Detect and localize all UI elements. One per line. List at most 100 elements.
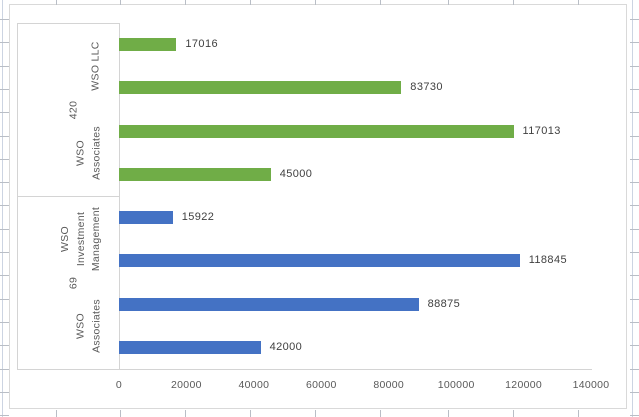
data-label: 42000 [269,340,303,353]
worksheet-column-gridline [380,0,381,5]
x-axis-tick-label: 80000 [373,379,405,391]
worksheet-column-gridline [2,0,3,417]
worksheet-row-gridline [0,135,9,137]
worksheet-row-gridline [0,19,9,20]
category-axis-label-line: Investment [74,212,87,267]
worksheet-row-gridline [630,158,639,160]
x-axis-tick-label: 40000 [238,379,270,391]
category-axis-label: WSO LLC [89,42,105,91]
worksheet-column-gridline [120,0,121,5]
worksheet-row-gridline [630,19,639,20]
worksheet-row-gridline [0,321,9,323]
group-axis-label: 420 [67,100,80,119]
plot-area: 17016 83730 117013 45000 15922 118845 88875 420… [10,5,626,408]
worksheet-row-gridline [630,65,639,67]
category-axis-label-line: WSO [74,139,86,166]
data-label: 83730 [410,81,443,94]
worksheet-column-gridline [250,0,251,5]
worksheet-column-gridline [578,410,579,417]
category-axis-label: WSO Associates [73,299,104,353]
worksheet-row-gridline [630,345,639,347]
category-axis-label-line: WSO LLC [89,41,102,91]
x-axis-tick-label: 140000 [572,379,610,391]
worksheet-row-gridline [0,158,9,160]
category-axis-line [119,23,120,370]
group-divider-line [17,196,119,197]
worksheet-row-gridline [630,391,639,393]
x-axis-tick-label: 120000 [505,379,543,391]
worksheet-row-gridline [0,42,9,44]
worksheet-row-gridline [0,252,9,253]
bar[interactable] [119,254,520,268]
category-axis-label-line: Associates [89,298,102,353]
x-axis-tick-label: 20000 [171,379,202,391]
worksheet-row-gridline [0,415,9,417]
worksheet-column-gridline [513,410,514,417]
worksheet-row-gridline [630,42,639,44]
data-label: 45000 [279,167,313,180]
category-axis-label-line: WSO [74,312,86,339]
worksheet-column-gridline [578,0,579,5]
bar[interactable] [119,167,271,181]
bar[interactable] [119,340,261,354]
worksheet-row-gridline [0,112,9,114]
worksheet-row-gridline [0,298,9,300]
worksheet-column-gridline [448,410,449,417]
worksheet-row-gridline [630,135,639,137]
worksheet-column-gridline [120,410,121,417]
bar-chart[interactable]: 17016 83730 117013 45000 15922 118845 88875 420… [9,4,627,409]
worksheet-column-gridline [56,410,57,417]
worksheet-column-gridline [513,0,514,5]
data-label: 117013 [522,124,561,137]
category-axis-label-line: Associates [89,125,102,180]
worksheet-row-gridline [630,205,639,207]
worksheet-row-gridline [0,368,9,370]
data-label: 88875 [427,297,461,310]
category-label-box-top-border [17,23,119,24]
worksheet-row-gridline [0,228,9,230]
group-axis-label: 69 [67,276,80,289]
bar[interactable] [119,81,402,95]
worksheet-row-gridline [630,298,639,300]
worksheet-row-gridline [630,228,639,230]
worksheet-column-gridline [448,0,449,5]
category-axis-label-line: Management [89,207,102,272]
bar[interactable] [119,297,419,311]
worksheet-row-gridline [630,368,639,370]
worksheet-row-gridline [0,182,9,184]
data-label: 118845 [528,254,567,267]
worksheet-row-gridline [630,252,639,253]
bar[interactable] [119,211,173,225]
worksheet-row-gridline [0,205,9,207]
worksheet-column-gridline [315,0,316,5]
value-axis-line [17,369,592,370]
worksheet-row-gridline [630,321,639,323]
category-axis-label: WSO Investment Management [58,207,105,271]
category-axis-label-line: WSO [58,226,71,253]
worksheet-column-gridline [185,410,186,417]
worksheet-column-gridline [380,410,381,417]
worksheet-row-gridline [630,415,639,417]
worksheet-column-gridline [250,410,251,417]
worksheet-column-gridline [315,410,316,417]
x-axis-tick-label: 60000 [305,379,337,391]
worksheet-column-gridline [632,0,633,417]
worksheet-row-gridline [630,112,639,114]
worksheet-column-gridline [185,0,186,5]
worksheet-row-gridline [0,345,9,347]
worksheet-row-gridline [630,88,639,90]
data-label: 17016 [185,38,218,51]
data-label: 15922 [181,211,215,224]
bar[interactable] [119,124,514,138]
x-axis-tick-label: 0 [115,379,123,391]
worksheet-row-gridline [630,275,639,277]
category-axis-label: WSO Associates [73,126,104,180]
worksheet-row-gridline [0,88,9,90]
worksheet-column-gridline [56,0,57,5]
bar[interactable] [119,38,177,52]
worksheet-row-gridline [0,65,9,67]
worksheet-row-gridline [0,391,9,393]
worksheet-row-gridline [0,275,9,277]
worksheet-row-gridline [630,182,639,184]
